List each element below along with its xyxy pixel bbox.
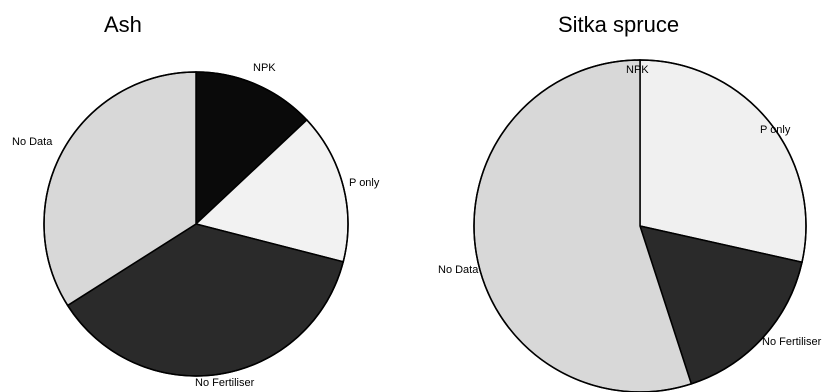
- pie-slices: [43, 71, 349, 377]
- slice-label: No Fertiliser: [762, 336, 822, 348]
- pie-chart-ash: Ash NPK P only No Fertiliser No Data: [0, 0, 400, 392]
- slice-label: No Data: [12, 136, 53, 148]
- pie-chart-sitka-spruce: Sitka spruce NPK P only No Fertiliser No Da…: [420, 0, 831, 392]
- pie-outline: [473, 59, 807, 392]
- pie-slices: [473, 59, 807, 392]
- slice-label: P only: [760, 124, 791, 136]
- slice-label: NPK: [626, 64, 649, 76]
- slice-label: No Fertiliser: [195, 377, 255, 389]
- slice-label: No Data: [438, 264, 479, 276]
- chart-title: Sitka spruce: [558, 12, 680, 37]
- pie-svg: NPK P only No Fertiliser No Data: [438, 59, 822, 392]
- slice-label: P only: [349, 177, 380, 189]
- pie-svg: NPK P only No Fertiliser No Data: [12, 62, 380, 389]
- chart-title: Ash: [104, 12, 142, 37]
- slice-label: NPK: [253, 62, 276, 74]
- pie-outline: [43, 71, 349, 377]
